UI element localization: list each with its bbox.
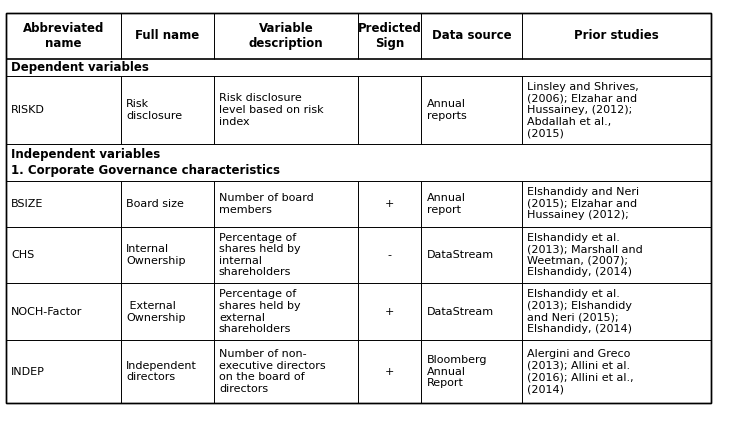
Text: DataStream: DataStream xyxy=(427,250,493,260)
Text: Independent
directors: Independent directors xyxy=(126,361,197,382)
Text: +: + xyxy=(385,307,395,317)
Text: Internal
Ownership: Internal Ownership xyxy=(126,244,186,266)
Text: BSIZE: BSIZE xyxy=(11,199,44,209)
Text: Independent variables
1. Corporate Governance characteristics: Independent variables 1. Corporate Gover… xyxy=(11,148,280,177)
Text: +: + xyxy=(385,367,395,377)
Text: Percentage of
shares held by
internal
shareholders: Percentage of shares held by internal sh… xyxy=(219,233,301,277)
Text: Dependent variables: Dependent variables xyxy=(11,61,149,74)
Text: External
Ownership: External Ownership xyxy=(126,301,186,323)
Text: Full name: Full name xyxy=(135,30,200,42)
Text: Number of non-
executive directors
on the board of
directors: Number of non- executive directors on th… xyxy=(219,349,326,394)
Text: Annual
reports: Annual reports xyxy=(427,99,467,121)
Text: -: - xyxy=(388,250,392,260)
Text: Alergini and Greco
(2013); Allini et al.
(2016); Allini et al.,
(2014): Alergini and Greco (2013); Allini et al.… xyxy=(527,349,634,394)
Text: +: + xyxy=(385,199,395,209)
Text: Variable
description: Variable description xyxy=(249,22,324,50)
Text: Risk
disclosure: Risk disclosure xyxy=(126,99,183,121)
Text: Annual
report: Annual report xyxy=(427,193,466,215)
Text: Elshandidy et al.
(2013); Marshall and
Weetman, (2007);
Elshandidy, (2014): Elshandidy et al. (2013); Marshall and W… xyxy=(527,233,643,277)
Text: CHS: CHS xyxy=(11,250,34,260)
Text: Elshandidy and Neri
(2015); Elzahar and
Hussainey (2012);: Elshandidy and Neri (2015); Elzahar and … xyxy=(527,187,639,221)
Text: Risk disclosure
level based on risk
index: Risk disclosure level based on risk inde… xyxy=(219,93,324,127)
Text: DataStream: DataStream xyxy=(427,307,493,317)
Text: Abbreviated
name: Abbreviated name xyxy=(23,22,104,50)
Text: NOCH-Factor: NOCH-Factor xyxy=(11,307,82,317)
Text: Elshandidy et al.
(2013); Elshandidy
and Neri (2015);
Elshandidy, (2014): Elshandidy et al. (2013); Elshandidy and… xyxy=(527,290,632,334)
Bar xyxy=(6,13,711,403)
Text: Predicted
Sign: Predicted Sign xyxy=(358,22,422,50)
Text: Bloomberg
Annual
Report: Bloomberg Annual Report xyxy=(427,355,487,388)
Text: Percentage of
shares held by
external
shareholders: Percentage of shares held by external sh… xyxy=(219,290,301,334)
Bar xyxy=(6,13,711,403)
Text: Number of board
members: Number of board members xyxy=(219,193,314,215)
Text: Data source: Data source xyxy=(432,30,511,42)
Text: INDEP: INDEP xyxy=(11,367,45,377)
Text: Linsley and Shrives,
(2006); Elzahar and
Hussainey, (2012);
Abdallah et al.,
(20: Linsley and Shrives, (2006); Elzahar and… xyxy=(527,82,639,138)
Text: Board size: Board size xyxy=(126,199,184,209)
Text: RISKD: RISKD xyxy=(11,105,45,115)
Text: Prior studies: Prior studies xyxy=(574,30,659,42)
